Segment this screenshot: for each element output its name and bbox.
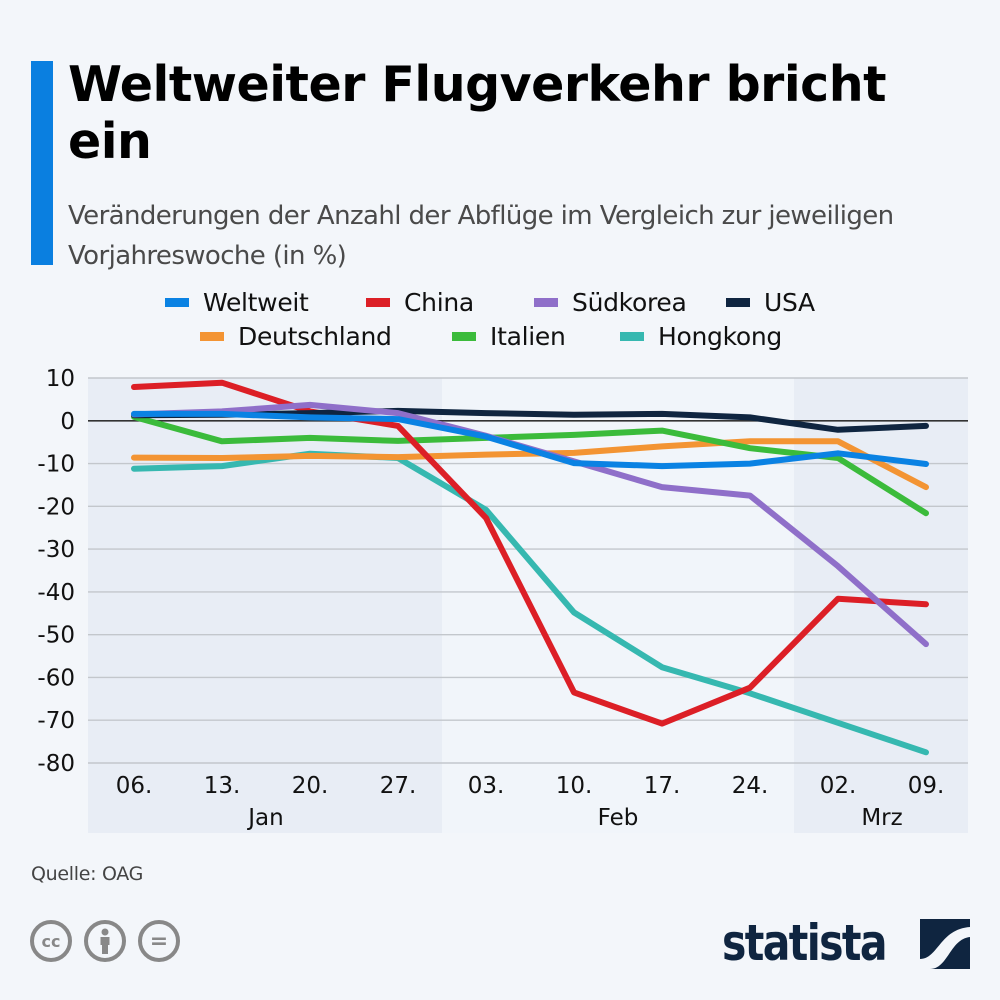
legend-item-italien[interactable]: Italien [452, 322, 566, 351]
chart-title: Weltweiter Flugverkehr bricht ein [68, 56, 887, 170]
series-line-china [131, 379, 929, 727]
y-tick-label: -50 [37, 623, 75, 649]
chart-subtitle: Veränderungen der Anzahl der Abflüge im … [68, 201, 894, 271]
x-tick-label: 20. [292, 773, 329, 799]
attribution-icon[interactable] [84, 920, 126, 962]
x-tick-label: 13. [204, 773, 241, 799]
legend-label: Südkorea [572, 288, 687, 317]
y-tick-label: -20 [37, 494, 75, 520]
month-label-mrz: Mrz [861, 805, 902, 831]
legend-row-2: Deutschland Italien Hongkong [0, 322, 1000, 358]
x-tick-label: 02. [820, 773, 857, 799]
legend-label: USA [764, 288, 815, 317]
series-line-weltweit [131, 410, 929, 470]
legend-item-weltweit[interactable]: Weltweit [165, 288, 309, 317]
x-tick-label: 17. [644, 773, 681, 799]
person-glyph [100, 928, 110, 954]
legend-swatch [200, 332, 224, 341]
legend-label: Deutschland [238, 322, 392, 351]
legend-swatch [366, 298, 390, 307]
legend-label: China [404, 288, 474, 317]
x-tick-label: 24. [732, 773, 769, 799]
month-label-jan: Jan [246, 805, 283, 831]
legend-item-china[interactable]: China [366, 288, 474, 317]
statista-logo-icon [920, 919, 970, 969]
legend-swatch [534, 298, 558, 307]
legend-item-suedkorea[interactable]: Südkorea [534, 288, 687, 317]
cc-icon-label: cc [41, 931, 61, 951]
month-label-feb: Feb [598, 805, 639, 831]
accent-bar [31, 61, 53, 265]
y-tick-label: -60 [37, 665, 75, 691]
source-note: Quelle: OAG [31, 863, 144, 885]
y-tick-label: -80 [37, 751, 75, 777]
legend-label: Italien [490, 322, 566, 351]
y-tick-label: 10 [46, 366, 75, 392]
series-line-italien [131, 413, 929, 517]
month-band-jan [88, 378, 442, 833]
x-tick-label: 06. [116, 773, 153, 799]
y-tick-label: -40 [37, 580, 75, 606]
y-axis: 10 0 -10 -20 -30 -40 -50 -60 -70 -80 [37, 366, 75, 777]
x-tick-label: 27. [380, 773, 417, 799]
legend-swatch [620, 332, 644, 341]
x-tick-label: 03. [468, 773, 505, 799]
x-tick-label: 09. [908, 773, 945, 799]
legend-item-hongkong[interactable]: Hongkong [620, 322, 782, 351]
series-lines [131, 379, 929, 756]
cc-icon[interactable]: cc [30, 920, 72, 962]
legend-swatch [726, 298, 750, 307]
legend-swatch [452, 332, 476, 341]
legend-item-deutschland[interactable]: Deutschland [200, 322, 392, 351]
license-icons: cc = [30, 920, 180, 962]
legend-swatch [165, 298, 189, 307]
x-tick-label: 10. [556, 773, 593, 799]
series-line-deutschland [131, 438, 929, 491]
y-tick-label: 0 [60, 409, 75, 435]
nd-icon-label: = [149, 928, 169, 954]
legend-label: Hongkong [658, 322, 783, 351]
legend-item-usa[interactable]: USA [726, 288, 815, 317]
x-axis: 06. 13. 20. 27. 03. 10. 17. 24. 02. 09. [116, 773, 945, 799]
statista-logo[interactable]: statista [722, 914, 970, 972]
y-tick-label: -30 [37, 537, 75, 563]
legend-row-1: Weltweit China Südkorea USA [0, 288, 1000, 324]
y-tick-label: -10 [37, 452, 75, 478]
y-tick-label: -70 [37, 708, 75, 734]
no-derivatives-icon[interactable]: = [138, 920, 180, 962]
legend-label: Weltweit [203, 288, 309, 317]
brand-name: statista [722, 914, 888, 972]
